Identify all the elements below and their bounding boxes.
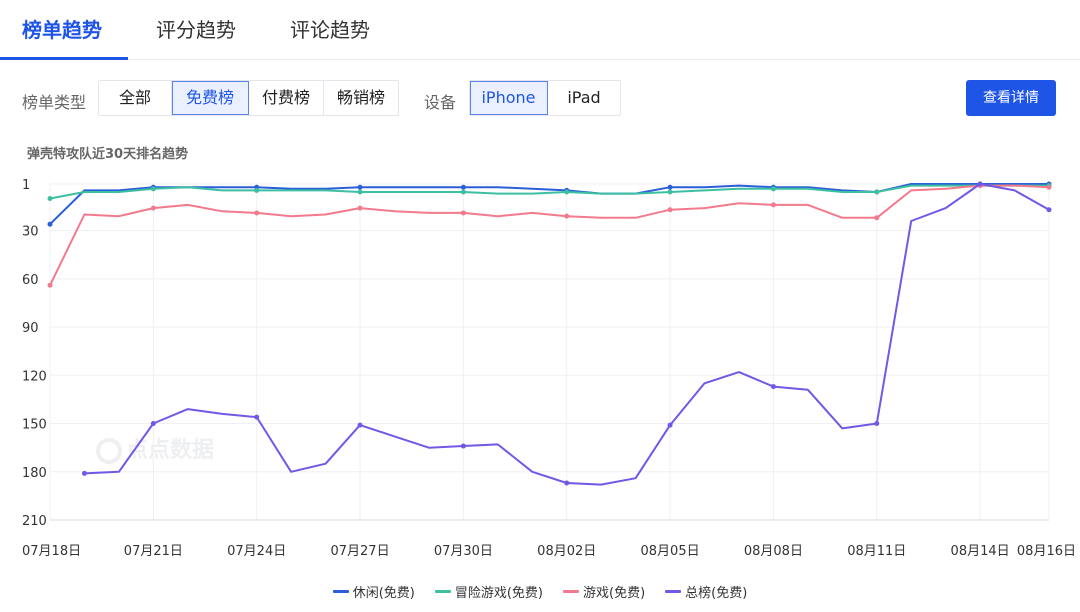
data-point [770,186,776,192]
data-point [460,189,466,195]
x-tick-label: 08月05日 [641,544,700,559]
tab-rating-trend[interactable]: 评分趋势 [156,18,236,42]
device-selector: iPhone iPad [469,80,621,116]
x-tick-label: 07月30日 [434,544,493,559]
x-tick-label: 08月11日 [847,544,906,559]
data-point [47,282,53,288]
data-point [977,181,983,187]
data-point [150,205,156,211]
data-point [357,189,363,195]
tab-rank-trend[interactable]: 榜单趋势 [22,18,102,42]
data-point [667,422,673,428]
list-type-grossing[interactable]: 畅销榜 [336,88,385,107]
data-point [357,205,363,211]
list-type-paid[interactable]: 付费榜 [249,81,324,115]
y-tick-label: 120 [22,369,47,384]
x-tick-label: 08月16日 [1017,544,1076,559]
tab-bar: 榜单趋势 评分趋势 评论趋势 [0,0,1080,60]
legend-label: 游戏(免费) [583,586,646,601]
data-point [770,384,776,390]
list-type-selector: 全部 免费榜 付费榜 畅销榜 [98,80,399,116]
data-point [254,414,260,420]
y-tick-label: 210 [22,514,47,529]
data-point [81,470,87,476]
data-point [460,210,466,216]
legend-item[interactable]: 总榜(免费) [665,582,747,601]
legend-label: 休闲(免费) [352,586,415,601]
device-iphone[interactable]: iPhone [470,81,548,115]
x-tick-label: 08月08日 [744,544,803,559]
x-tick-label: 07月24日 [227,544,286,559]
rank-trend-chart: 1 30 60 90 120 150 180 210 07月18日 07月21日 07月24日 07月… [22,178,1076,559]
data-point [564,480,570,486]
y-tick-label: 180 [22,466,47,481]
legend-item[interactable]: 冒险游戏(免费) [434,582,543,601]
data-point [254,187,260,193]
x-tick-label: 08月14日 [951,544,1010,559]
data-point [47,195,53,201]
series-line-0 [49,183,1049,225]
x-tick-label: 07月18日 [22,544,81,559]
data-point [874,189,880,195]
data-point [667,184,673,190]
x-tick-label: 08月02日 [537,544,596,559]
device-ipad[interactable]: iPad [567,88,601,107]
y-tick-label: 150 [22,418,47,433]
y-tick-label: 60 [22,273,39,288]
data-point [1046,207,1052,213]
data-point [357,184,363,190]
data-point [874,215,880,221]
data-point [460,443,466,449]
list-type-free[interactable]: 免费榜 [172,81,249,115]
legend-label: 冒险游戏(免费) [454,586,543,601]
tab-review-trend[interactable]: 评论趋势 [290,18,370,42]
legend-item[interactable]: 游戏(免费) [563,582,645,601]
data-point [150,421,156,427]
chart-legend: 休闲(免费) 冒险游戏(免费) 游戏(免费) 总榜(免费) [0,582,1080,601]
watermark-logo-icon [96,438,122,464]
data-point [874,421,880,427]
x-tick-label: 07月27日 [330,544,389,559]
data-point [1046,184,1052,190]
device-label: 设备 [424,93,457,112]
view-details-button[interactable]: 查看详情 [966,80,1056,116]
legend-label: 总榜(免费) [685,586,748,601]
legend-swatch [665,590,682,593]
data-point [770,202,776,208]
data-point [47,221,53,227]
data-point [460,184,466,190]
y-tick-label: 1 [22,178,30,193]
data-point [667,207,673,213]
list-type-all[interactable]: 全部 [99,81,172,115]
legend-item[interactable]: 休闲(免费) [332,582,415,601]
data-point [150,186,156,192]
y-tick-label: 90 [22,321,39,336]
data-point [564,189,570,195]
data-point [564,213,570,219]
active-tab-underline [0,57,128,60]
data-point [667,189,673,195]
legend-swatch [434,590,451,593]
legend-swatch [563,590,579,593]
legend-swatch [332,590,349,593]
y-tick-label: 30 [22,225,39,240]
list-type-label: 榜单类型 [22,93,87,112]
chart-title: 弹壳特攻队近30天排名趋势 [27,147,189,162]
data-point [254,210,260,216]
series-line-1 [49,184,1049,200]
series-line-2 [49,184,1050,286]
data-point [357,422,363,428]
x-tick-label: 07月21日 [124,544,183,559]
